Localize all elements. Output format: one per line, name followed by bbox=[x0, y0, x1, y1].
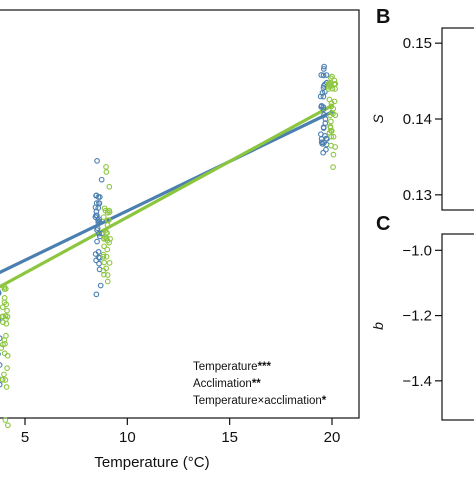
data-point-s0p0-32 bbox=[98, 283, 103, 288]
data-point-partial1-12 bbox=[4, 385, 9, 390]
data-point-s1p0-14 bbox=[105, 279, 110, 284]
data-point-s1p0-8 bbox=[101, 215, 106, 220]
x-tick-label-0: 5 bbox=[21, 429, 29, 446]
data-point-s1p1-12 bbox=[327, 97, 332, 102]
y-tick-label-2: −1.4 bbox=[402, 373, 432, 390]
fit-lines bbox=[0, 106, 332, 329]
data-point-partial1-27 bbox=[2, 372, 7, 377]
data-point-partial1-4 bbox=[5, 308, 10, 313]
annotation-0: Temperature*** bbox=[193, 361, 272, 373]
y-tick-label-0: 0.15 bbox=[403, 35, 432, 52]
fit-line-1 bbox=[0, 106, 332, 329]
x-axis-title: Temperature (°C) bbox=[94, 454, 209, 471]
data-point-s0p0-19 bbox=[99, 177, 104, 182]
data-point-partial1-26 bbox=[2, 296, 7, 301]
data-point-s0p0-17 bbox=[95, 239, 100, 244]
y-tick-label-1: −1.2 bbox=[402, 308, 432, 325]
data-point-s1p1-7 bbox=[329, 119, 334, 124]
x-tick-label-2: 15 bbox=[221, 429, 238, 446]
data-point-s1p0-25 bbox=[102, 260, 107, 265]
data-point-s1p1-19 bbox=[331, 152, 336, 157]
annotation-2: Temperature×acclimation* bbox=[193, 395, 327, 407]
data-point-s0p1-30 bbox=[324, 147, 329, 152]
data-point-s0p0-18 bbox=[95, 159, 100, 164]
panel-b: B 0.15 0.14 0.13 S bbox=[370, 6, 474, 210]
annotation-1: Acclimation** bbox=[193, 378, 261, 390]
y-tick-label-2: 0.13 bbox=[403, 187, 432, 204]
data-point-s0p0-28 bbox=[94, 292, 99, 297]
panel-c-y-label: b bbox=[370, 322, 386, 330]
x-ticks: 5 10 15 20 bbox=[21, 418, 341, 446]
data-point-s1p0-15 bbox=[104, 170, 109, 175]
data-points bbox=[0, 64, 338, 427]
data-point-partial0-23 bbox=[0, 363, 2, 368]
panel-c: C −1.0 −1.2 −1.4 b bbox=[370, 213, 474, 420]
data-point-s0p1-29 bbox=[324, 73, 329, 78]
data-point-s0p0-20 bbox=[97, 261, 102, 266]
panel-c-label: C bbox=[376, 213, 390, 235]
panel-c-frame bbox=[442, 234, 474, 420]
data-point-partial0-9 bbox=[0, 382, 2, 387]
data-point-s1p1-13 bbox=[331, 165, 336, 170]
y-tick-label-0: −1.0 bbox=[402, 242, 432, 259]
fit-line-0 bbox=[0, 112, 332, 310]
x-tick-label-3: 20 bbox=[324, 429, 341, 446]
panel-b-y-ticks: 0.15 0.14 0.13 bbox=[403, 35, 442, 204]
y-tick-label-1: 0.14 bbox=[403, 111, 432, 128]
data-point-partial1-1 bbox=[5, 366, 10, 371]
panel-c-y-ticks: −1.0 −1.2 −1.4 bbox=[402, 242, 442, 390]
significance-annotations: Temperature*** Acclimation** Temperature×a… bbox=[193, 361, 327, 407]
panel-a: 5 10 15 20 Temperature (°C) Temperature*** A… bbox=[0, 10, 359, 471]
panel-b-y-label: S bbox=[370, 114, 386, 124]
data-point-s1p0-7 bbox=[107, 261, 112, 266]
data-point-partial1-11 bbox=[6, 423, 11, 428]
panel-a-frame bbox=[0, 10, 359, 418]
data-point-s1p0-30 bbox=[102, 244, 107, 249]
data-point-partial1-16 bbox=[0, 305, 5, 310]
data-point-s1p0-5 bbox=[104, 165, 109, 170]
x-tick-label-1: 10 bbox=[119, 429, 136, 446]
data-point-s1p0-17 bbox=[107, 184, 112, 189]
panel-b-frame bbox=[442, 28, 474, 210]
panel-b-label: B bbox=[376, 6, 390, 28]
